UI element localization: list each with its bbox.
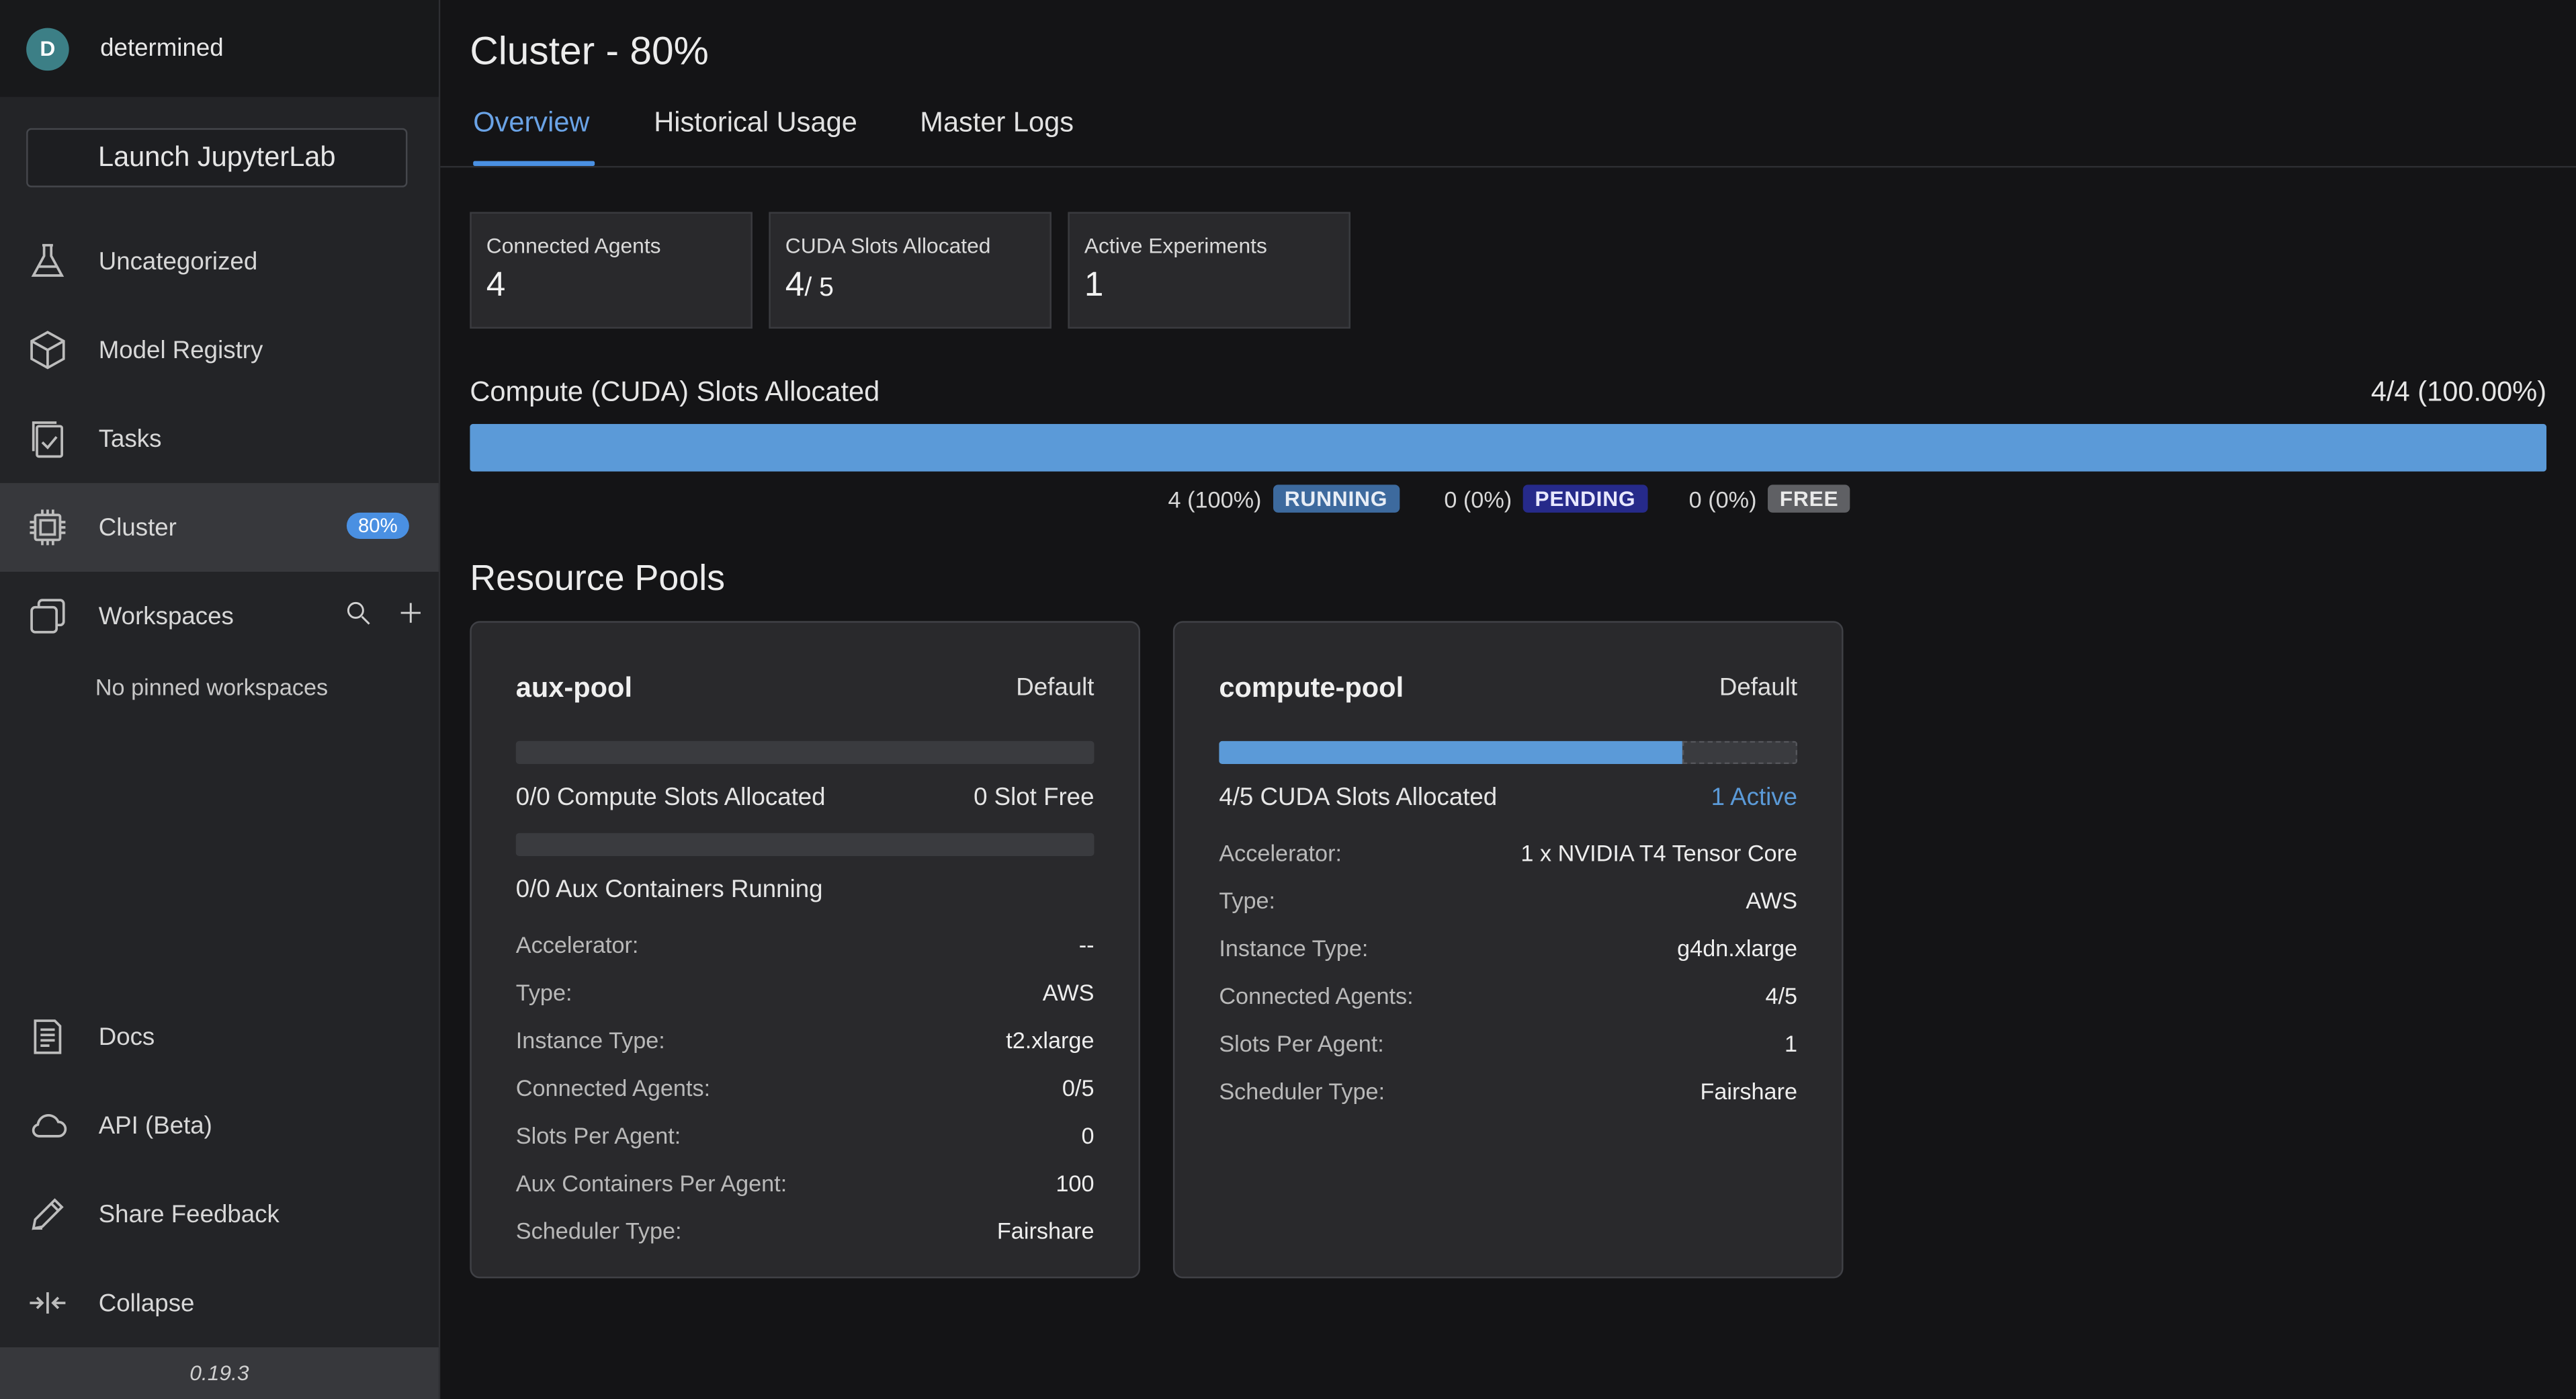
pool-card-compute-pool[interactable]: compute-pool Default 4/5 CUDA Slots Allo… <box>1172 621 1844 1279</box>
card-label: Connected Agents <box>486 233 661 258</box>
legend-free: 0 (0%) FREE <box>1689 484 1850 513</box>
sidebar: D determined Launch JupyterLab Uncategor… <box>0 0 441 1399</box>
sidebar-item-docs[interactable]: Docs <box>0 992 439 1081</box>
flask-icon <box>25 239 71 284</box>
pool-detail-row: Type: AWS <box>1219 887 1798 914</box>
sidebar-item-label: Tasks <box>98 425 162 453</box>
card-value: 1 <box>1084 266 1104 304</box>
cluster-usage-badge: 80% <box>346 512 409 540</box>
running-tag: RUNNING <box>1273 484 1400 513</box>
sidebar-item-collapse[interactable]: Collapse <box>0 1259 439 1347</box>
pool-detail-row: Scheduler Type: Fairshare <box>1219 1078 1798 1105</box>
tab-bar: Overview Historical Usage Master Logs <box>440 99 2576 168</box>
sidebar-item-uncategorized[interactable]: Uncategorized <box>0 217 439 306</box>
sidebar-item-label: Docs <box>98 1023 155 1051</box>
slots-allocation-bar-fill <box>470 423 2547 472</box>
pool-detail-row: Connected Agents: 0/5 <box>515 1074 1094 1101</box>
avatar[interactable]: D <box>26 27 69 70</box>
pool-default-label: Default <box>1719 673 1798 702</box>
user-menu[interactable]: D determined <box>0 0 439 97</box>
pending-tag: PENDING <box>1523 484 1647 513</box>
card-value: 4/ 5 <box>785 266 834 304</box>
sidebar-item-cluster[interactable]: Cluster 80% <box>0 482 439 572</box>
pool-name: compute-pool <box>1219 672 1404 704</box>
chip-icon <box>25 505 71 550</box>
aux-containers-bar <box>515 833 1094 856</box>
card-cuda-slots-allocated: CUDA Slots Allocated 4/ 5 <box>769 212 1051 329</box>
pool-detail-row: Slots Per Agent: 0 <box>515 1122 1094 1149</box>
pool-detail-row: Instance Type: t2.xlarge <box>515 1027 1094 1054</box>
active-link[interactable]: 1 Active <box>1711 783 1798 812</box>
sidebar-item-label: API (Beta) <box>98 1111 212 1140</box>
compute-slots-bar-remaining <box>1681 740 1798 765</box>
compute-slots-bar <box>515 740 1094 765</box>
compute-slots-row: 4/5 CUDA Slots Allocated 1 Active <box>1219 783 1798 812</box>
sidebar-item-api[interactable]: API (Beta) <box>0 1081 439 1170</box>
card-value: 4 <box>486 266 506 304</box>
cloud-icon <box>25 1103 71 1148</box>
sidebar-item-label: Uncategorized <box>98 247 258 275</box>
compute-slots-bar <box>1219 740 1798 765</box>
tab-historical-usage[interactable]: Historical Usage <box>654 106 857 138</box>
pencil-icon <box>25 1191 71 1237</box>
plus-icon[interactable] <box>396 598 425 628</box>
card-label: Active Experiments <box>1084 233 1267 258</box>
collapse-icon <box>25 1280 71 1326</box>
resource-pools-title: Resource Pools <box>470 556 726 599</box>
card-value-suffix: / 5 <box>804 274 834 302</box>
main-content: Cluster - 80% Overview Historical Usage … <box>440 0 2576 1399</box>
compute-slots-bar-fill <box>1219 740 1682 765</box>
slots-allocated-title: Compute (CUDA) Slots Allocated <box>470 376 880 408</box>
aux-containers-row: 0/0 Aux Containers Running <box>515 876 823 904</box>
app-version: 0.19.3 <box>0 1346 439 1399</box>
pool-detail-row: Scheduler Type: Fairshare <box>515 1217 1094 1244</box>
tab-master-logs[interactable]: Master Logs <box>920 106 1074 138</box>
active-tab-indicator <box>473 161 595 166</box>
sidebar-item-label: Model Registry <box>98 336 263 364</box>
slots-allocation-bar <box>470 423 2547 472</box>
pool-card-aux-pool[interactable]: aux-pool Default 0/0 Compute Slots Alloc… <box>470 621 1140 1279</box>
docs-icon <box>25 1014 71 1060</box>
pool-detail-row: Accelerator: 1 x NVIDIA T4 Tensor Core <box>1219 839 1798 866</box>
username: determined <box>100 34 224 62</box>
sidebar-item-label: Workspaces <box>98 602 234 630</box>
sidebar-item-label: Share Feedback <box>98 1200 280 1228</box>
card-label: CUDA Slots Allocated <box>785 233 991 258</box>
pool-detail-row: Connected Agents: 4/5 <box>1219 982 1798 1009</box>
sidebar-item-model-registry[interactable]: Model Registry <box>0 306 439 394</box>
sidebar-item-workspaces[interactable]: Workspaces <box>0 572 439 661</box>
workspaces-icon <box>25 593 71 639</box>
sidebar-item-share-feedback[interactable]: Share Feedback <box>0 1170 439 1259</box>
slots-allocated-summary: 4/4 (100.00%) <box>2370 376 2547 408</box>
pool-detail-row: Instance Type: g4dn.xlarge <box>1219 935 1798 962</box>
sidebar-item-tasks[interactable]: Tasks <box>0 394 439 483</box>
legend-pending: 0 (0%) PENDING <box>1444 484 1647 513</box>
pool-name: aux-pool <box>515 672 633 704</box>
legend-running: 4 (100%) RUNNING <box>1168 484 1400 513</box>
card-active-experiments: Active Experiments 1 <box>1068 212 1350 329</box>
free-tag: FREE <box>1768 484 1850 513</box>
tab-overview[interactable]: Overview <box>473 106 590 138</box>
launch-jupyterlab-button[interactable]: Launch JupyterLab <box>26 128 408 187</box>
pool-detail-row: Slots Per Agent: 1 <box>1219 1030 1798 1057</box>
sidebar-item-label: Collapse <box>98 1289 195 1317</box>
pool-default-label: Default <box>1016 673 1094 702</box>
search-icon[interactable] <box>343 598 373 628</box>
page-title: Cluster - 80% <box>470 30 709 75</box>
cube-icon <box>25 327 71 373</box>
pool-detail-row: Type: AWS <box>515 979 1094 1006</box>
no-pinned-workspaces: No pinned workspaces <box>95 673 329 700</box>
sidebar-item-label: Cluster <box>98 513 177 542</box>
compute-slots-row: 0/0 Compute Slots Allocated 0 Slot Free <box>515 783 1094 812</box>
pool-detail-row: Accelerator: -- <box>515 931 1094 958</box>
tasks-icon <box>25 416 71 462</box>
card-connected-agents: Connected Agents 4 <box>470 212 753 329</box>
pool-detail-row: Aux Containers Per Agent: 100 <box>515 1169 1094 1197</box>
